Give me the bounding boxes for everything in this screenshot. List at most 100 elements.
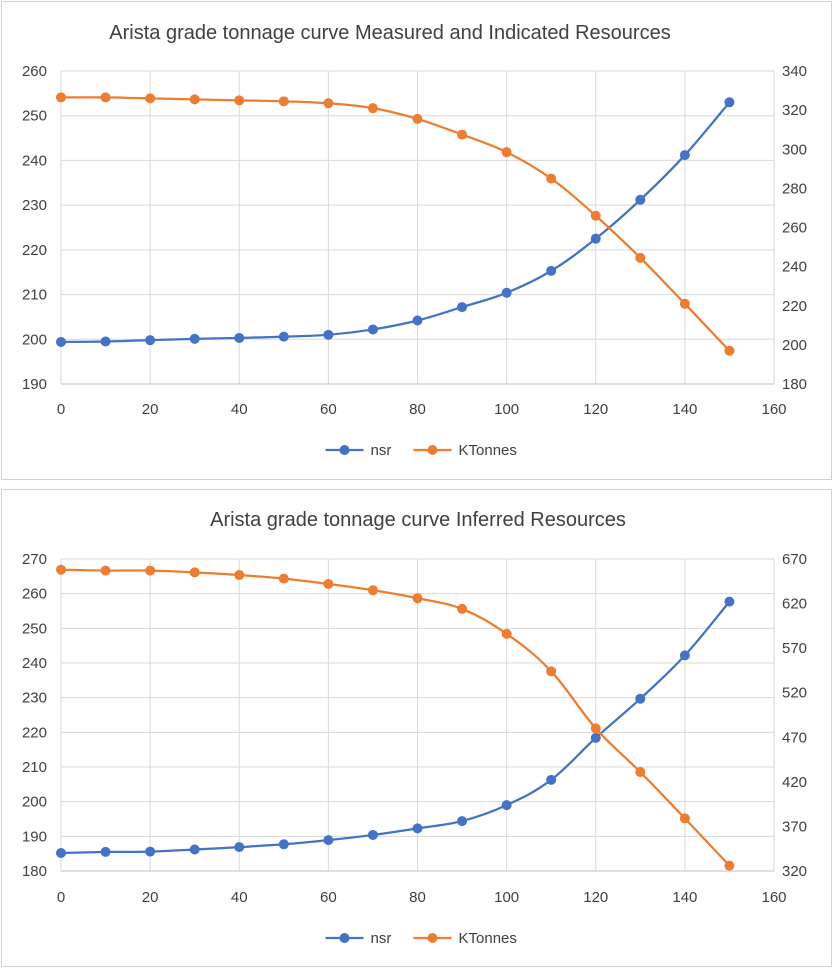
legend-label: nsr (371, 442, 392, 459)
y-right-tick-label: 320 (782, 863, 807, 880)
y-left-tick-label: 260 (22, 586, 47, 603)
series-line-ktonnes (60, 96, 731, 352)
series-line-nsr (60, 101, 731, 344)
data-point-nsr (278, 839, 289, 850)
data-point-ktonnes (457, 129, 468, 140)
series-ktonnes (56, 92, 735, 356)
y-left-tick-label: 250 (22, 108, 47, 125)
data-point-ktonnes (323, 98, 334, 109)
x-tick-label: 140 (672, 889, 697, 906)
y-left-tick-label: 270 (22, 551, 47, 568)
data-point-ktonnes (367, 585, 378, 596)
data-point-ktonnes (56, 92, 66, 103)
data-point-nsr (56, 847, 66, 858)
data-point-nsr (635, 693, 646, 704)
x-tick-label: 160 (761, 889, 786, 906)
data-point-nsr (635, 194, 646, 205)
data-point-ktonnes (56, 564, 66, 575)
y-left-tick-label: 210 (22, 759, 47, 776)
data-point-nsr (189, 333, 200, 344)
chart-inferred: Arista grade tonnage curve Inferred Reso… (22, 509, 807, 947)
x-tick-label: 100 (494, 401, 519, 418)
data-point-nsr (189, 844, 200, 855)
data-point-ktonnes (234, 570, 245, 581)
y-right-tick-label: 300 (782, 141, 807, 158)
data-point-ktonnes (412, 113, 423, 124)
data-point-nsr (323, 329, 334, 340)
y-right-tick-label: 180 (782, 376, 807, 393)
data-point-ktonnes (590, 210, 601, 221)
x-tick-label: 120 (583, 401, 608, 418)
data-point-nsr (100, 846, 111, 857)
legend-item-ktonnes: KTonnes (413, 442, 517, 459)
y-right-tick-label: 520 (782, 685, 807, 702)
data-point-nsr (367, 829, 378, 840)
data-point-ktonnes (145, 93, 156, 104)
x-tick-label: 100 (494, 889, 519, 906)
data-point-nsr (501, 800, 512, 811)
data-point-ktonnes (635, 767, 646, 778)
data-point-ktonnes (501, 147, 512, 158)
data-point-ktonnes (546, 173, 557, 184)
data-point-ktonnes (724, 345, 735, 356)
legend-swatch-marker (339, 445, 350, 455)
legend-swatch-marker (427, 445, 438, 455)
data-point-ktonnes (501, 628, 512, 639)
series-nsr (56, 596, 735, 858)
data-point-nsr (724, 97, 735, 108)
series-ktonnes (56, 564, 735, 871)
y-right-tick-label: 670 (782, 551, 807, 568)
data-point-ktonnes (679, 813, 690, 824)
y-left-tick-label: 260 (22, 63, 47, 80)
data-point-ktonnes (100, 565, 111, 576)
data-point-nsr (590, 732, 601, 743)
data-point-ktonnes (635, 252, 646, 263)
y-left-tick-label: 220 (22, 724, 47, 741)
x-tick-label: 140 (672, 401, 697, 418)
series-line-nsr (60, 600, 731, 855)
data-point-nsr (679, 150, 690, 161)
data-point-nsr (56, 336, 66, 347)
y-right-tick-label: 280 (782, 180, 807, 197)
data-point-nsr (234, 842, 245, 853)
data-point-nsr (278, 331, 289, 342)
y-right-tick-label: 570 (782, 640, 807, 657)
gridlines (60, 558, 775, 872)
series-line-ktonnes (60, 568, 731, 867)
x-tick-label: 80 (409, 889, 426, 906)
y-left-tick-label: 180 (22, 863, 47, 880)
y-left-tick-label: 230 (22, 690, 47, 707)
y-right-tick-label: 240 (782, 259, 807, 276)
y-right-tick-label: 320 (782, 102, 807, 119)
data-point-nsr (412, 823, 423, 834)
x-tick-label: 40 (231, 401, 248, 418)
legend-label: nsr (371, 930, 392, 947)
data-point-nsr (367, 324, 378, 335)
y-right-tick-label: 370 (782, 818, 807, 835)
y-left-tick-label: 240 (22, 655, 47, 672)
y-right-tick-label: 470 (782, 729, 807, 746)
y-right-tick-label: 340 (782, 63, 807, 80)
x-tick-label: 20 (142, 401, 159, 418)
y-right-tick-label: 220 (782, 298, 807, 315)
data-point-ktonnes (189, 94, 200, 105)
legend-label: KTonnes (459, 930, 517, 947)
data-point-ktonnes (590, 723, 601, 734)
data-point-ktonnes (278, 573, 289, 584)
chart-title: Arista grade tonnage curve Inferred Reso… (210, 509, 626, 531)
data-point-nsr (501, 287, 512, 298)
data-point-ktonnes (100, 92, 111, 103)
data-point-ktonnes (234, 95, 245, 106)
x-tick-label: 60 (320, 889, 337, 906)
y-left-tick-label: 230 (22, 197, 47, 214)
data-point-nsr (590, 233, 601, 244)
legend-item-nsr: nsr (325, 930, 392, 947)
y-left-tick-label: 190 (22, 376, 47, 393)
y-left-tick-label: 190 (22, 828, 47, 845)
series-nsr (56, 97, 735, 347)
data-point-nsr (679, 650, 690, 661)
y-right-tick-label: 200 (782, 337, 807, 354)
data-point-ktonnes (457, 603, 468, 614)
x-tick-label: 40 (231, 889, 248, 906)
chart-panel-inferred: Arista grade tonnage curve Inferred Reso… (1, 489, 832, 967)
